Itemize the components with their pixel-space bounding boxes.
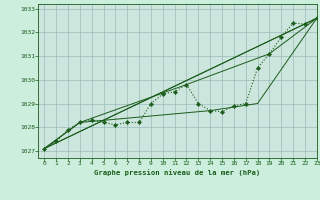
X-axis label: Graphe pression niveau de la mer (hPa): Graphe pression niveau de la mer (hPa) [94,169,261,176]
